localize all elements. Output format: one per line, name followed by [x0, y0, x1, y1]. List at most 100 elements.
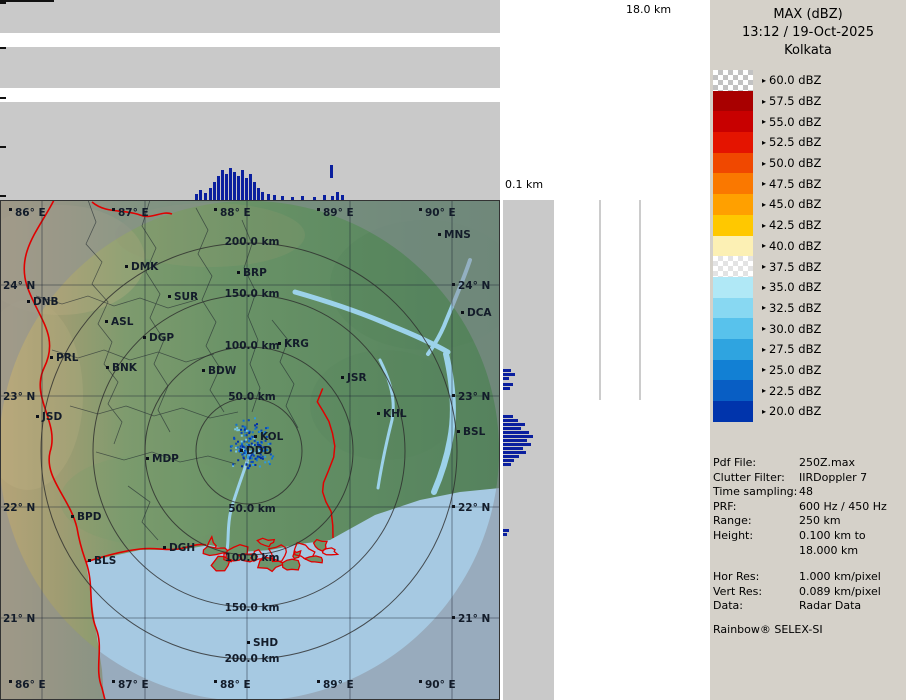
legend-color-swatch — [713, 297, 753, 319]
legend-panel: MAX (dBZ) 13:12 / 19-Oct-2025 Kolkata ▸ 6… — [710, 0, 906, 700]
legend-label: ▸ 22.5 dBZ — [762, 383, 822, 398]
info-row: Time sampling: 48 — [713, 485, 903, 500]
map-label: BDW — [208, 365, 237, 377]
legend-label: ▸ 35.0 dBZ — [762, 280, 822, 295]
map-label: DDD — [246, 445, 272, 457]
map-label: 87° E — [118, 207, 149, 219]
legend-label: ▸ 32.5 dBZ — [762, 300, 822, 315]
info-value: 0.089 km/pixel — [799, 584, 881, 598]
legend-label: ▸ 47.5 dBZ — [762, 176, 822, 191]
product-datetime: 13:12 / 19-Oct-2025 — [742, 25, 874, 40]
map-label: 50.0 km — [228, 503, 276, 515]
legend-label: ▸ 42.5 dBZ — [762, 218, 822, 233]
info-label: Hor Res: — [713, 570, 760, 584]
info-label: PRF: — [713, 499, 737, 513]
top-height-profile-panel — [0, 0, 500, 200]
map-label: 88° E — [220, 207, 251, 219]
height-band — [0, 88, 500, 102]
tick-marker-icon: ▸ — [762, 220, 767, 230]
map-label: ASL — [111, 316, 134, 328]
international-border — [316, 388, 336, 539]
legend-entry: ▸ 37.5 dBZ — [713, 256, 821, 277]
map-label: 21° N — [3, 613, 35, 625]
map-label: BPD — [77, 511, 102, 523]
info-row: 18.000 km — [713, 544, 903, 559]
legend-entry: ▸ 45.0 dBZ — [713, 194, 821, 215]
tick-marker-icon: ▸ — [762, 117, 767, 127]
tick-marker-icon: ▸ — [762, 158, 767, 168]
info-value: 250Z.max — [799, 456, 855, 469]
info-label: Vert Res: — [713, 584, 763, 598]
legend-color-swatch — [713, 173, 753, 195]
map-label: BLS — [94, 555, 116, 567]
map-label: 200.0 km — [225, 653, 280, 665]
map-label: 24° N — [458, 280, 490, 292]
legend-color-swatch — [713, 132, 753, 153]
legend-label: ▸ 50.0 dBZ — [762, 156, 822, 171]
legend-color-swatch — [713, 401, 753, 422]
color-scale: ▸ 60.0 dBZ ▸ 57.5 dBZ ▸ 55.0 dBZ ▸ 52.5 dBZ ▸ 50.… — [713, 70, 821, 422]
legend-color-swatch — [713, 338, 753, 360]
echo-side-projection — [503, 369, 533, 536]
tick-marker-icon: ▸ — [762, 365, 767, 375]
software-brand: Rainbow® SELEX-SI — [713, 622, 823, 636]
info-row: Vert Res: 0.089 km/pixel — [713, 585, 903, 600]
legend-color-swatch — [713, 318, 753, 339]
legend-header: MAX (dBZ) 13:12 / 19-Oct-2025 Kolkata — [710, 0, 906, 60]
legend-entry: ▸ 32.5 dBZ — [713, 297, 822, 319]
legend-entry: ▸ 50.0 dBZ — [713, 152, 822, 174]
legend-color-swatch — [713, 380, 753, 401]
info-row: Data: Radar Data — [713, 599, 903, 614]
delta-island-boundary — [249, 548, 266, 562]
info-value: IIRDoppler 7 — [799, 470, 868, 484]
legend-entry: ▸ 47.5 dBZ — [713, 173, 822, 195]
legend-color-swatch — [713, 90, 753, 112]
height-band — [0, 33, 500, 47]
map-label: 89° E — [323, 207, 354, 219]
info-row: Pdf File: 250Z.max — [713, 456, 903, 471]
info-label: Range: — [713, 514, 752, 528]
legend-entry: ▸ 25.0 dBZ — [713, 359, 821, 381]
map-label: DNB — [33, 296, 59, 308]
delta-island-boundary — [281, 558, 301, 571]
legend-color-swatch — [713, 276, 753, 298]
map-label: 23° N — [458, 391, 490, 403]
info-value: 48 — [799, 485, 813, 499]
side-height-profile-panel — [503, 200, 641, 700]
info-label: Time sampling: — [713, 485, 798, 499]
map-label: 24° N — [3, 280, 35, 292]
max-height-axis-label: 18.0 km — [626, 3, 672, 16]
product-info: Pdf File: 250Z.max Clutter Filter: IIRDoppl… — [713, 456, 903, 636]
map-label: 22° N — [458, 502, 490, 514]
echo-top-projection — [195, 165, 344, 200]
range-rings — [40, 242, 458, 660]
legend-label: ▸ 30.0 dBZ — [762, 321, 822, 336]
map-label: 150.0 km — [225, 288, 280, 300]
map-text-labels: 86° E 86° E 87° E 87° E 88° E 88° E 89° E 89° E… — [3, 207, 492, 691]
axis-tick — [0, 0, 54, 2]
map-label: 89° E — [323, 679, 354, 691]
map-label: DMK — [131, 261, 159, 273]
info-value: 18.000 km — [799, 543, 859, 557]
tick-marker-icon: ▸ — [762, 324, 767, 334]
info-label: Pdf File: — [713, 456, 757, 469]
height-axis-ticks — [0, 2, 6, 197]
map-label: 100.0 km — [225, 552, 280, 564]
info-row: Clutter Filter: IIRDoppler 7 — [713, 471, 903, 486]
map-label: BNK — [112, 362, 138, 374]
latlon-grid — [0, 200, 500, 700]
delta-island-boundary — [267, 544, 287, 563]
district-boundaries — [35, 200, 299, 541]
map-label: DGP — [149, 332, 174, 344]
legend-color-swatch — [713, 256, 753, 277]
delta-island-boundary — [256, 537, 276, 548]
legend-label: ▸ 60.0 dBZ — [762, 73, 822, 88]
tick-marker-icon: ▸ — [762, 75, 767, 85]
legend-label: ▸ 52.5 dBZ — [762, 135, 822, 150]
tick-marker-icon: ▸ — [762, 241, 767, 251]
tick-marker-icon: ▸ — [762, 179, 767, 189]
product-info-rows: Pdf File: 250Z.max Clutter Filter: IIRDoppl… — [713, 456, 903, 614]
info-value: 600 Hz / 450 Hz — [799, 499, 887, 513]
map-label: 86° E — [15, 679, 46, 691]
info-value: 0.100 km to — [799, 528, 866, 542]
